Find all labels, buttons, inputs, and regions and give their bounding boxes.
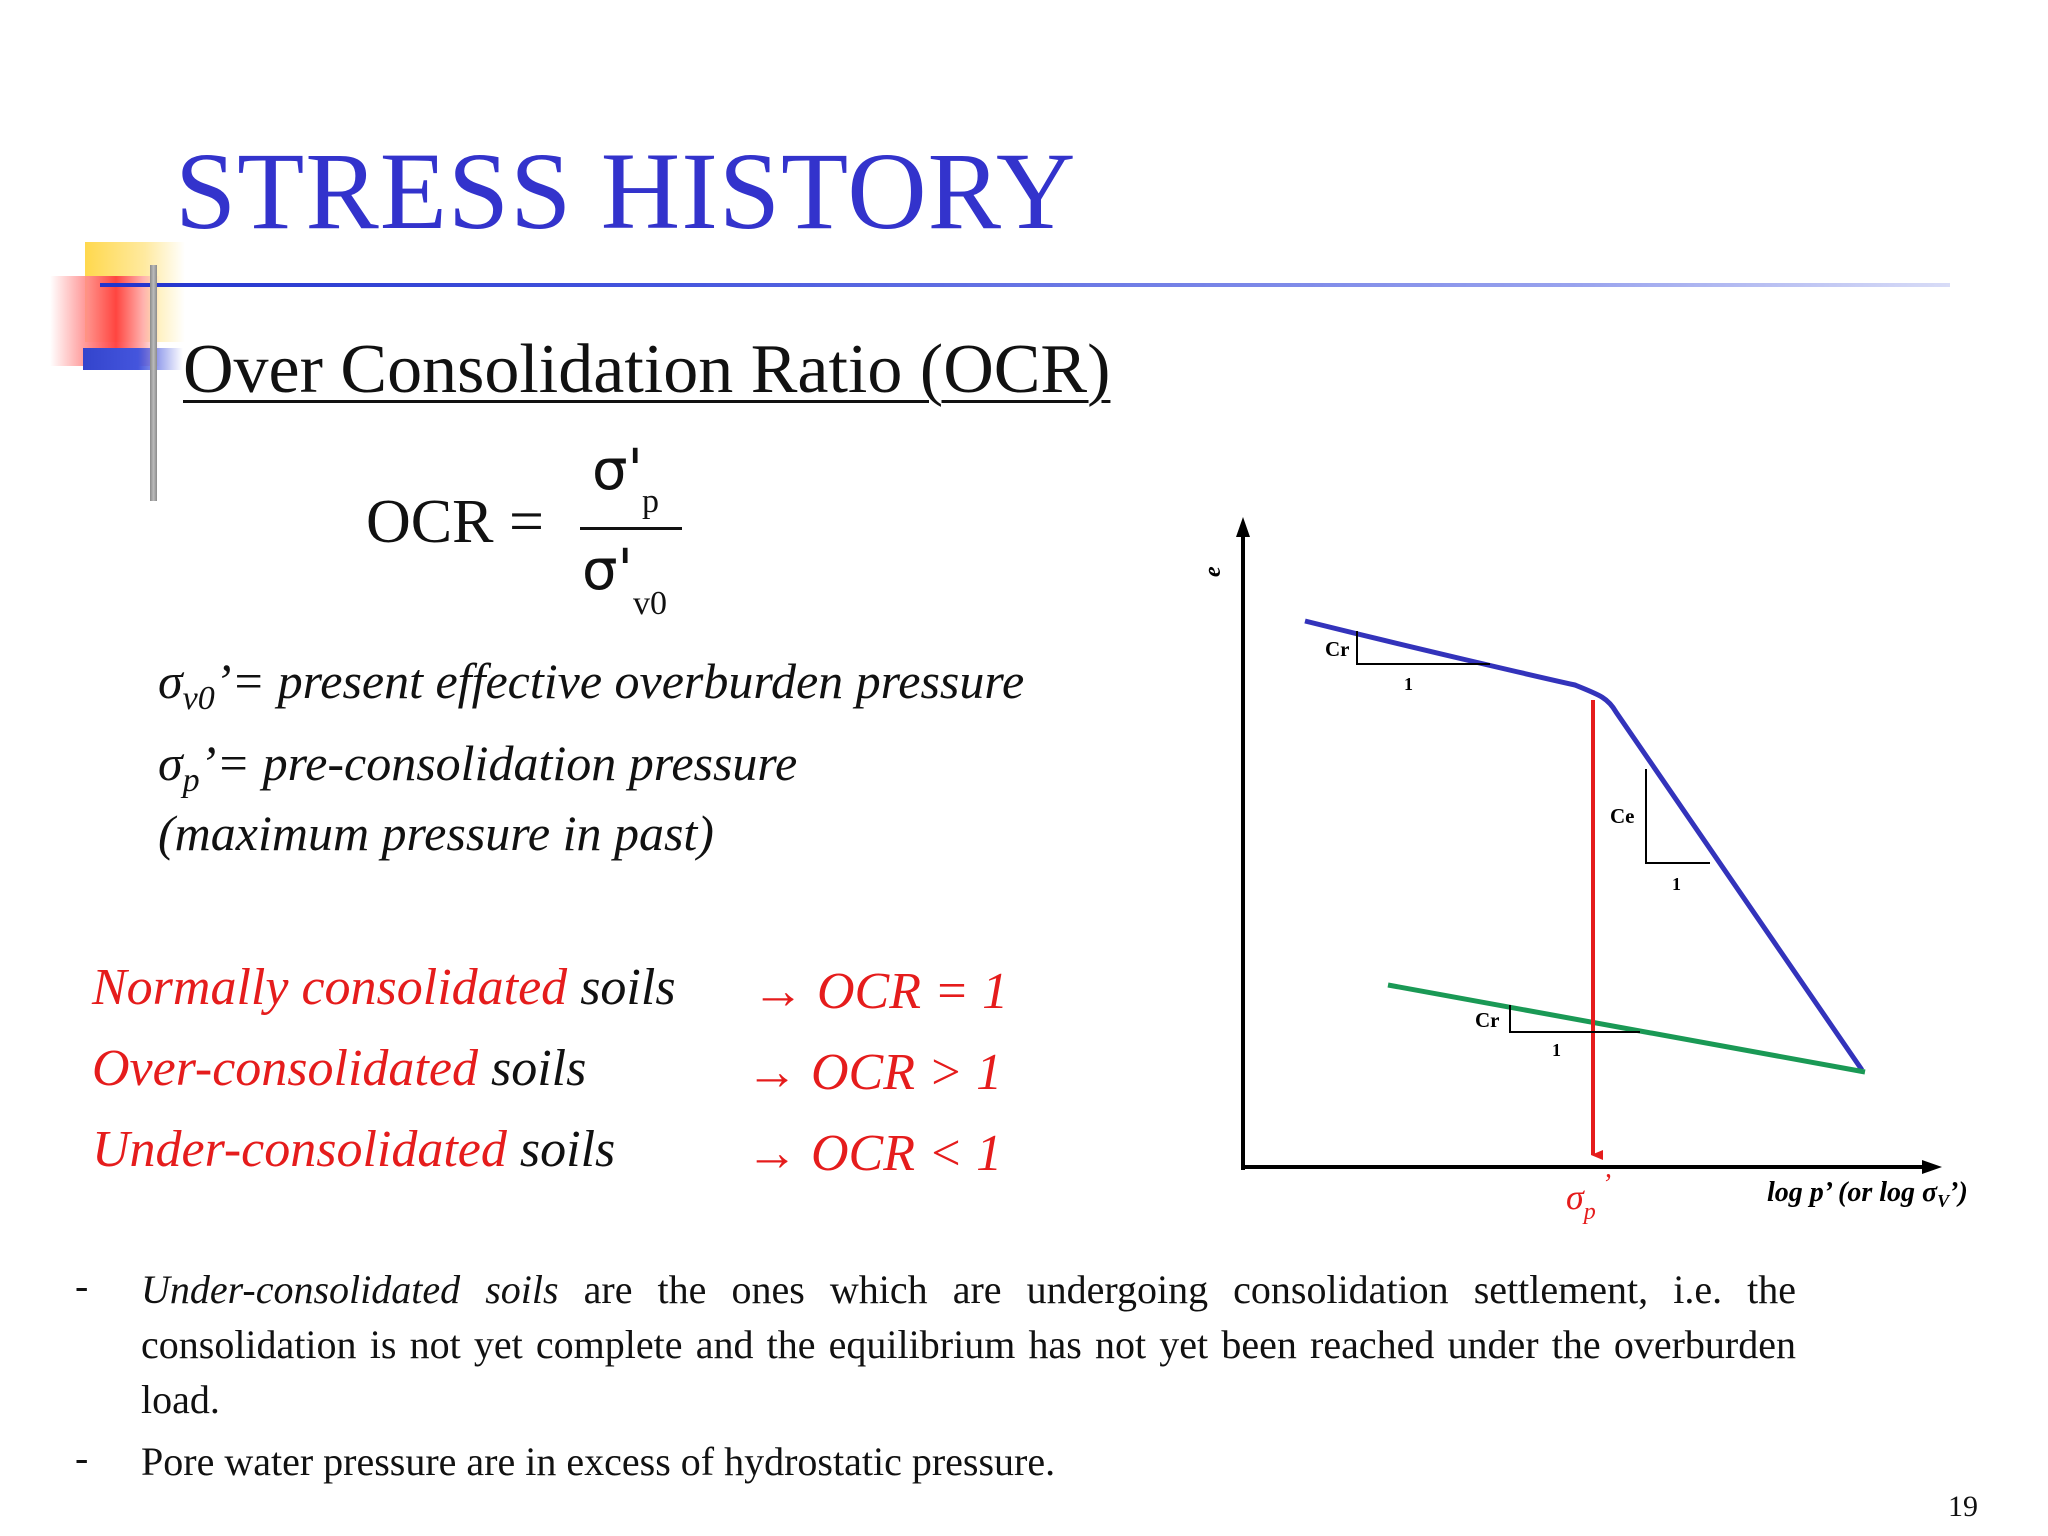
compression-curve — [1304, 618, 1865, 1072]
definition-sigma-p-note: (maximum pressure in past) — [158, 805, 714, 861]
title-divider-line — [100, 283, 1950, 287]
x-axis-label: log p’ (or log σV’) — [1767, 1177, 1968, 1211]
formula-numerator-subscript: p — [642, 483, 659, 520]
recompression-line — [1387, 982, 1866, 1075]
slide-number: 19 — [1948, 1490, 1978, 1523]
bullet-dash: - — [75, 1263, 89, 1308]
definition-sigma-p: σp’= pre-consolidation pressure — [158, 735, 798, 799]
definition-sigma-v0: σv0’= present effective overburden press… — [158, 653, 1025, 717]
bullet-pore-water-pressure: Pore water pressure are in excess of hyd… — [141, 1439, 1056, 1484]
y-axis-arrowhead — [1236, 517, 1250, 537]
lower-slope-triangle — [1509, 1005, 1640, 1033]
formula-lhs: OCR = — [366, 488, 544, 556]
corner-decoration-bar — [150, 265, 157, 501]
bullet-under-consolidated: Under-consolidated soils are the ones wh… — [141, 1267, 1797, 1422]
compression-slope-label: Ce — [1610, 804, 1635, 828]
classification-over-consolidated: Over-consolidated soils — [92, 1040, 587, 1097]
upper-slope-run: 1 — [1404, 674, 1413, 694]
classification-under-consolidated-result: → OCR < 1 — [746, 1125, 1003, 1182]
classification-normally-consolidated: Normally consolidated soils — [92, 959, 676, 1016]
slide-title: STRESS HISTORY — [175, 130, 1077, 252]
x-axis-arrowhead — [1922, 1160, 1942, 1174]
formula-numerator-symbol: σ' — [592, 438, 643, 503]
sigma-p-label: σp’ — [1566, 1169, 1611, 1225]
formula-fraction-bar — [580, 527, 682, 530]
upper-slope-triangle — [1356, 631, 1490, 665]
upper-slope-label: Cr — [1325, 637, 1350, 661]
classification-normally-consolidated-result: → OCR = 1 — [752, 963, 1009, 1020]
e-log-p-diagram: e log p’ (or log σV’) σp’ Cr 1 Ce 1 Cr 1 — [1200, 517, 1968, 1225]
classification-over-consolidated-result: → OCR > 1 — [746, 1044, 1003, 1101]
classification-under-consolidated: Under-consolidated soils — [92, 1121, 616, 1178]
corner-decoration-blue — [83, 348, 183, 370]
lower-slope-label: Cr — [1475, 1008, 1500, 1032]
lower-slope-run: 1 — [1552, 1040, 1561, 1060]
compression-slope-triangle — [1645, 769, 1710, 864]
compression-slope-run: 1 — [1672, 874, 1681, 894]
slide-subtitle: Over Consolidation Ratio (OCR) — [183, 331, 1111, 408]
formula-denominator-subscript: v0 — [633, 585, 667, 622]
bullet-dash: - — [75, 1435, 89, 1480]
y-axis-label: e — [1200, 566, 1226, 577]
formula-denominator-symbol: σ' — [582, 538, 633, 603]
